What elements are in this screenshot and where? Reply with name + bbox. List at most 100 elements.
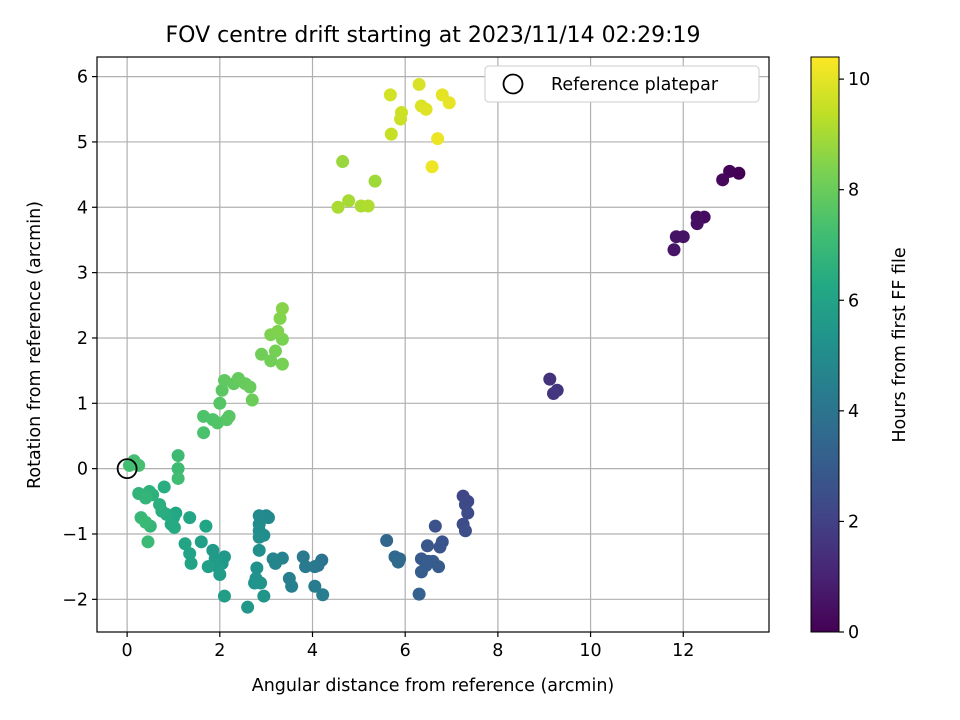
data-point <box>546 387 560 401</box>
data-point <box>184 556 198 570</box>
data-point <box>222 409 236 423</box>
data-point <box>132 458 146 472</box>
data-point <box>275 302 289 316</box>
data-point <box>257 589 271 603</box>
colorbar-tick-label: 10 <box>848 70 870 90</box>
data-point <box>213 568 227 581</box>
grid-lines <box>97 57 769 632</box>
scatter-points <box>116 77 746 614</box>
data-point <box>243 380 257 394</box>
data-point <box>268 344 282 358</box>
y-tick-label: −1 <box>62 525 88 545</box>
data-point <box>296 550 310 564</box>
data-point <box>299 560 313 574</box>
x-tick-label: 4 <box>307 641 318 661</box>
data-point <box>412 587 426 601</box>
data-point <box>394 106 408 120</box>
data-point <box>368 174 382 188</box>
x-tick-label: 8 <box>492 641 503 661</box>
data-point <box>248 576 262 590</box>
data-point <box>252 530 266 544</box>
data-point <box>157 480 171 494</box>
data-point <box>716 173 730 187</box>
data-point <box>250 561 264 575</box>
data-point <box>431 132 445 146</box>
y-tick-label: −2 <box>62 590 88 610</box>
data-point <box>241 600 255 614</box>
data-point <box>543 372 557 386</box>
data-point <box>331 200 345 214</box>
y-tick-label: 5 <box>77 133 88 153</box>
data-point <box>412 77 426 91</box>
colorbar-tick-label: 6 <box>848 291 859 311</box>
data-point <box>433 540 447 554</box>
x-tick-label: 12 <box>672 641 694 661</box>
data-point <box>178 537 192 551</box>
legend-marker-reference <box>502 73 524 95</box>
colorbar-ticks: 0 2 4 6 8 10 <box>839 70 870 643</box>
data-point <box>432 560 446 574</box>
legend-box <box>484 65 760 103</box>
y-tick-label: 6 <box>77 68 88 88</box>
data-point <box>264 354 278 368</box>
colorbar-tick-label: 8 <box>848 181 859 201</box>
data-point <box>380 534 394 548</box>
x-tick-label: 6 <box>400 641 411 661</box>
y-tick-label: 1 <box>77 394 88 414</box>
data-point <box>194 535 208 549</box>
data-point <box>213 396 227 410</box>
data-point <box>308 579 322 593</box>
data-point <box>419 102 433 116</box>
data-point <box>342 194 356 208</box>
data-point <box>255 347 269 361</box>
data-point <box>669 230 683 244</box>
y-tick-label: 0 <box>77 460 88 480</box>
data-point <box>384 127 398 141</box>
x-tick-label: 10 <box>579 641 601 661</box>
data-point <box>273 311 287 325</box>
colorbar: 0 2 4 6 8 10 Hours from first FF file <box>810 56 910 643</box>
data-point <box>336 155 350 169</box>
data-point <box>252 543 266 557</box>
data-point <box>183 547 197 561</box>
reference-platepar-marker <box>116 458 138 480</box>
data-point <box>268 556 282 570</box>
plot-frame <box>96 56 770 633</box>
data-point <box>391 555 405 569</box>
data-point <box>442 96 456 110</box>
data-point <box>171 449 185 463</box>
y-axis-label: Rotation from reference (arcmin) <box>25 201 45 489</box>
data-point <box>667 243 681 257</box>
legend: Reference platepar <box>484 65 760 103</box>
data-point <box>199 519 213 533</box>
data-point <box>167 520 181 534</box>
data-point <box>361 199 375 213</box>
y-tick-label: 4 <box>77 198 88 218</box>
data-point <box>308 560 322 574</box>
data-point <box>425 160 439 174</box>
data-point <box>245 393 259 407</box>
data-point <box>275 357 289 371</box>
data-point <box>271 324 285 338</box>
data-point <box>141 535 155 549</box>
colorbar-tick-label: 2 <box>848 512 859 532</box>
data-point <box>201 560 215 574</box>
y-tick-label: 3 <box>77 264 88 284</box>
data-point <box>171 462 185 476</box>
data-point <box>461 506 475 520</box>
data-point <box>153 498 167 512</box>
x-tick-label: 2 <box>214 641 225 661</box>
data-point <box>285 579 299 593</box>
colorbar-tick-label: 0 <box>848 623 859 643</box>
data-point <box>139 491 153 505</box>
data-point <box>383 88 397 102</box>
data-point <box>197 426 211 440</box>
data-point <box>316 588 330 602</box>
x-tick-label: 0 <box>122 641 133 661</box>
data-point <box>217 589 231 603</box>
data-point <box>690 217 704 231</box>
colorbar-gradient <box>810 56 840 633</box>
colorbar-tick-label: 4 <box>848 402 859 422</box>
data-point <box>215 383 229 397</box>
